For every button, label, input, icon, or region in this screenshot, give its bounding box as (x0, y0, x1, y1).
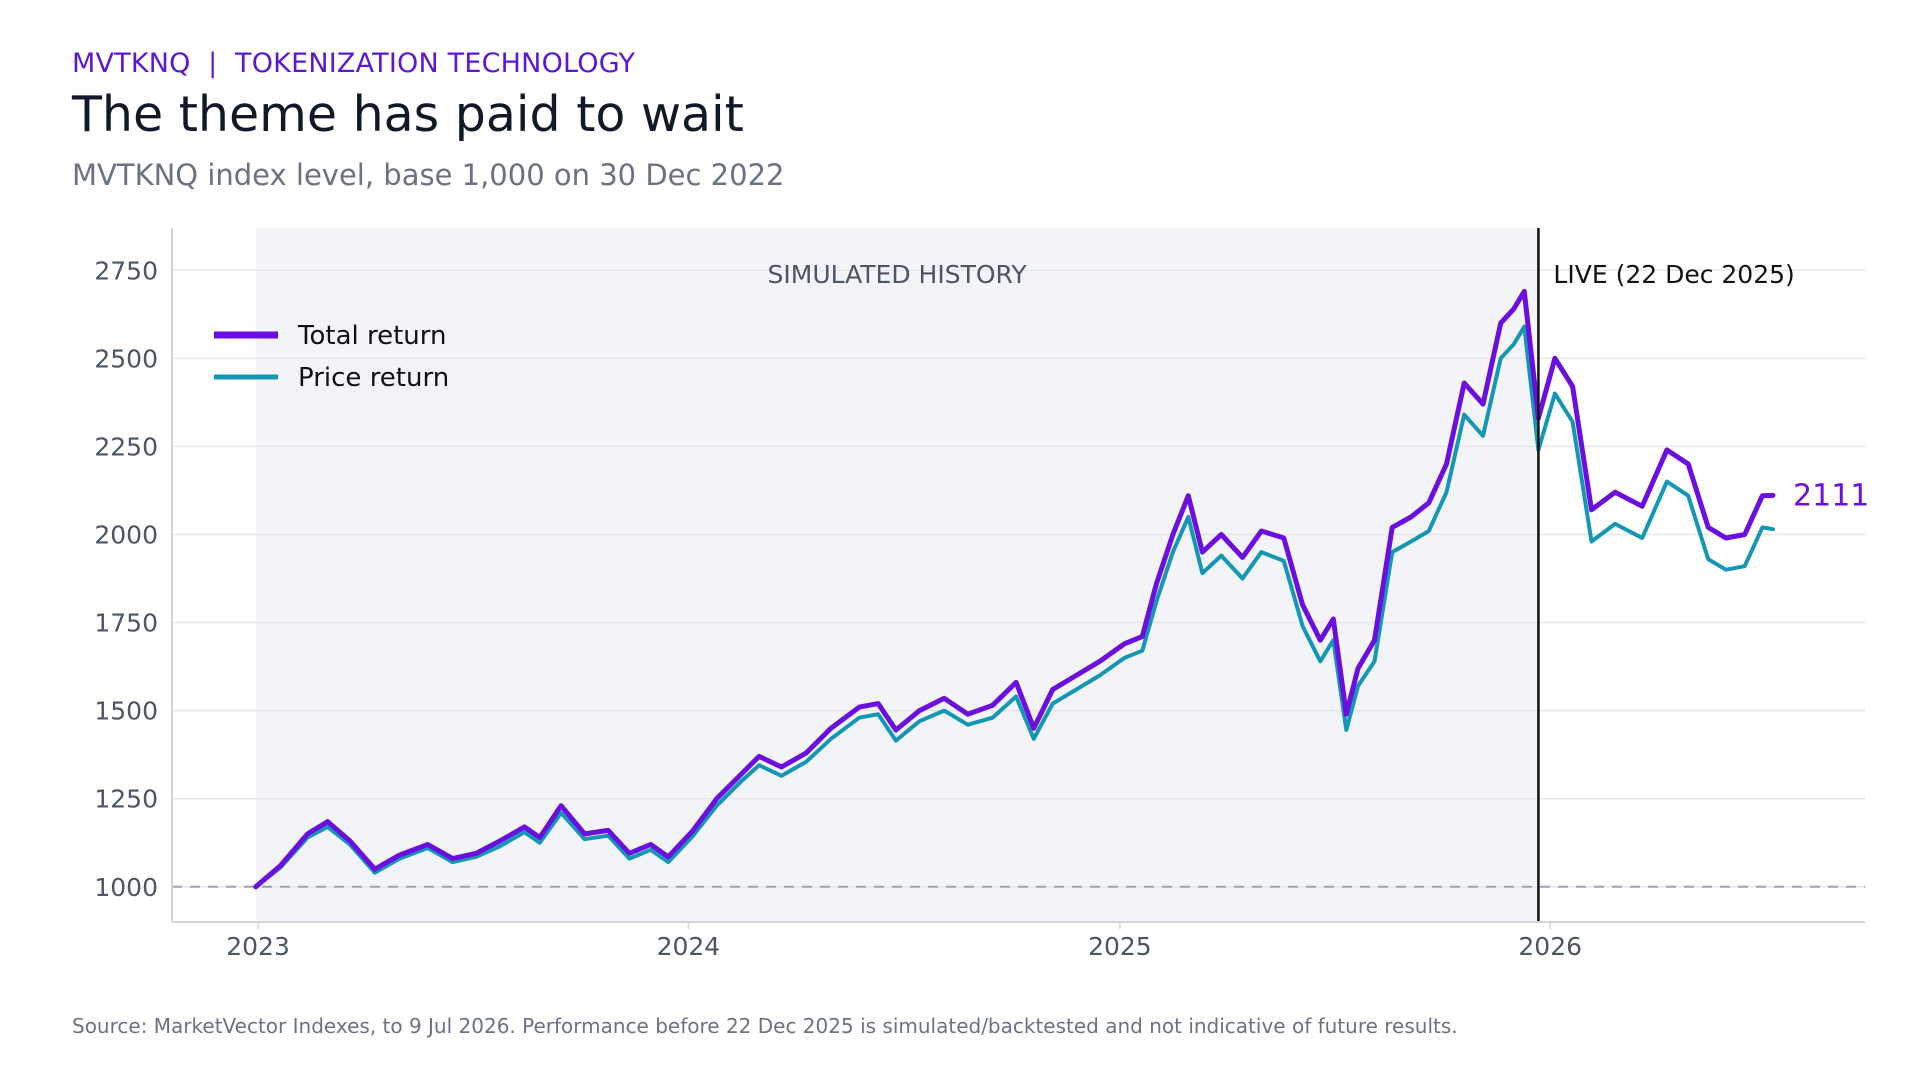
legend-label-price-return: Price return (298, 363, 449, 393)
source-note: Source: MarketVector Indexes, to 9 Jul 2… (72, 1014, 1458, 1038)
series-layer (253, 288, 1776, 890)
y-axis-ticks: 1000 1250 1500 1750 2000 2250 2500 2750 (94, 256, 158, 901)
series-line-total-return (253, 288, 1776, 890)
y-tick-label-1500: 1500 (94, 697, 158, 726)
x-axis-ticks: 2023 2024 2025 2026 (226, 922, 1582, 961)
y-tick-label-1000: 1000 (94, 873, 158, 902)
line-chart: SIMULATED HISTORY LIVE (22 Dec 2025) 100… (94, 228, 1869, 961)
live-marker-label: LIVE (22 Dec 2025) (1553, 260, 1794, 289)
chart-kicker: MVTKNQ | TOKENIZATION TECHNOLOGY (72, 48, 636, 79)
x-tick-label-2023: 2023 (226, 932, 290, 961)
chart-subtitle: MVTKNQ index level, base 1,000 on 30 Dec… (72, 158, 785, 192)
x-tick-label-2025: 2025 (1088, 932, 1152, 961)
simulated-history-band (255, 228, 1539, 922)
y-tick-label-2750: 2750 (94, 256, 158, 285)
end-value-label: 2111 (1793, 478, 1869, 513)
y-tick-label-1250: 1250 (94, 785, 158, 814)
x-tick-label-2026: 2026 (1518, 932, 1582, 961)
y-tick-label-2250: 2250 (94, 432, 158, 461)
x-tick-label-2024: 2024 (657, 932, 721, 961)
simulated-history-label: SIMULATED HISTORY (768, 260, 1028, 289)
y-tick-label-2500: 2500 (94, 344, 158, 373)
series-line-price-return (253, 324, 1775, 889)
legend-label-total-return: Total return (297, 321, 446, 351)
legend: Total return Price return (214, 321, 449, 393)
y-tick-label-1750: 1750 (94, 609, 158, 638)
chart-title: The theme has paid to wait (72, 86, 744, 143)
y-tick-label-2000: 2000 (94, 520, 158, 549)
